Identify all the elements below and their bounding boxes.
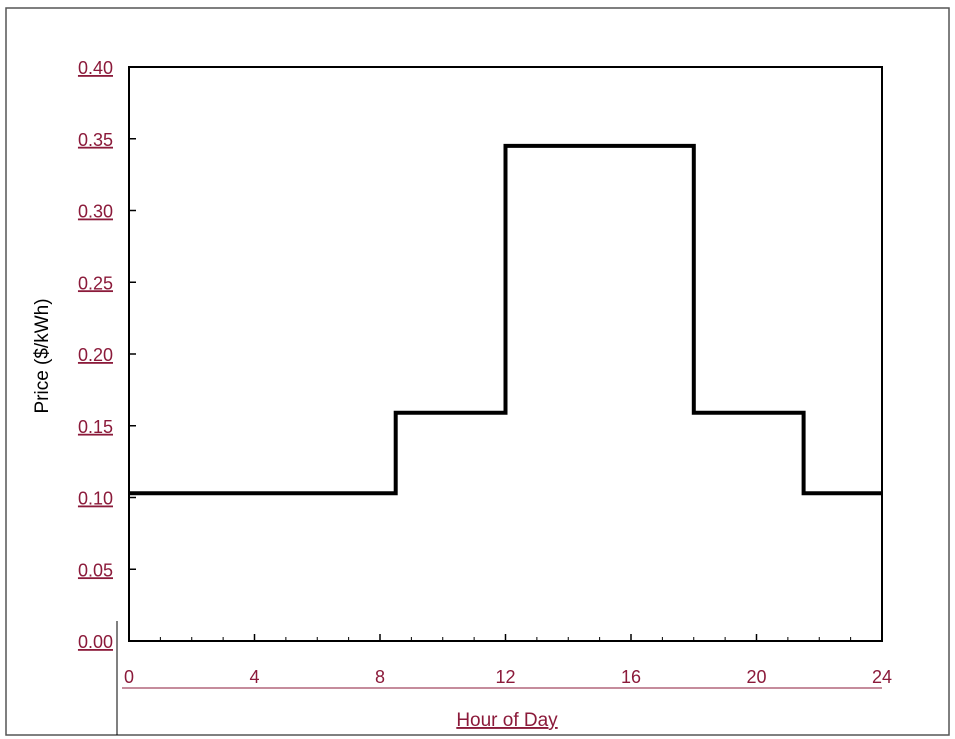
x-tick-label: 12 (495, 667, 515, 687)
y-axis-ticks: 0.00 0.05 0.10 0.15 0.20 0.25 0.30 0.35 0.40 (78, 58, 136, 652)
x-tick-label: 4 (249, 667, 259, 687)
x-tick-label: 20 (746, 667, 766, 687)
y-tick-label: 0.40 (78, 58, 113, 78)
y-tick-label: 0.10 (78, 489, 113, 509)
y-tick-label: 0.35 (78, 130, 113, 150)
outer-frame (5, 7, 950, 736)
y-axis-label: Price ($/kWh) (32, 298, 53, 413)
x-tick-label: 0 (124, 667, 134, 687)
y-tick-label: 0.00 (78, 632, 113, 652)
price-series-line (129, 143, 882, 496)
y-tick-label: 0.05 (78, 560, 113, 580)
y-tick-label: 0.20 (78, 345, 113, 365)
y-tick-label: 0.25 (78, 273, 113, 293)
x-axis-ticks: 0 4 8 12 16 20 24 (124, 634, 892, 687)
x-axis-label: Hour of Day (456, 710, 558, 731)
y-tick-label: 0.15 (78, 417, 113, 437)
x-tick-label: 16 (621, 667, 641, 687)
x-tick-label: 8 (375, 667, 385, 687)
series-group (129, 143, 882, 496)
x-tick-label: 24 (872, 667, 892, 687)
y-tick-label: 0.30 (78, 202, 113, 222)
